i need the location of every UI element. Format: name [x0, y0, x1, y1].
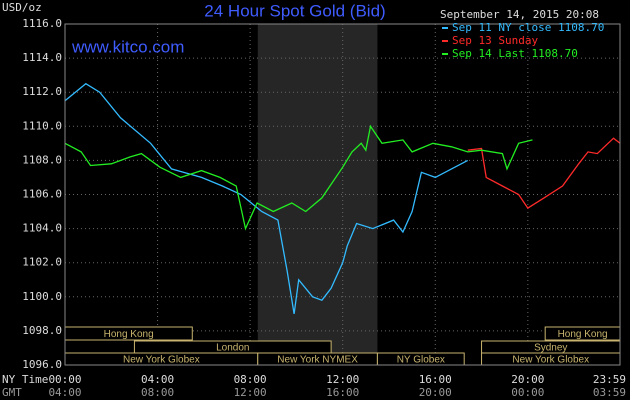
line-layer	[64, 82, 621, 315]
x-tick-label: 16:00	[419, 373, 452, 386]
y-tick-label: 1112.0	[22, 85, 62, 98]
x2-tick-label: 03:59	[593, 386, 626, 399]
chart-title: 24 Hour Spot Gold (Bid)	[204, 1, 385, 20]
y-tick-label: 1102.0	[22, 256, 62, 269]
session-label: New York Globex	[123, 355, 200, 366]
series-line	[467, 137, 621, 209]
session-label: New York Globex	[512, 355, 589, 366]
x-tick-label: 20:00	[511, 373, 544, 386]
y-tick-label: 1106.0	[22, 188, 62, 201]
session-label: London	[216, 343, 249, 354]
y-tick-label: 1098.0	[22, 324, 62, 337]
y-tick-label: 1116.0	[22, 17, 62, 30]
x-axis-label: NY Time	[2, 373, 48, 386]
legend-label: Sep 14 Last 1108.70	[452, 47, 578, 60]
session-label: New York NYMEX	[277, 355, 358, 366]
y-tick-label: 1104.0	[22, 222, 62, 235]
x2-tick-label: 04:00	[48, 386, 81, 399]
x2-tick-label: 20:00	[419, 386, 452, 399]
series-line	[64, 124, 533, 231]
legend-label: Sep 13 Sunday	[452, 34, 538, 47]
x-tick-label: 23:59	[593, 373, 626, 386]
session-label: Hong Kong	[104, 329, 154, 340]
x2-tick-label: 00:00	[511, 386, 544, 399]
session-label: Sydney	[534, 343, 567, 354]
y-tick-label: 1110.0	[22, 119, 62, 132]
x2-axis-label: GMT	[2, 386, 22, 399]
x2-tick-label: 16:00	[326, 386, 359, 399]
x2-tick-label: 12:00	[234, 386, 267, 399]
unit-label: USD/oz	[2, 1, 42, 14]
x-tick-label: 08:00	[234, 373, 267, 386]
x2-tick-label: 08:00	[141, 386, 174, 399]
x-tick-label: 12:00	[326, 373, 359, 386]
y-tick-label: 1108.0	[22, 153, 62, 166]
legend-label: Sep 11 NY close 1108.70	[452, 21, 604, 34]
session-label: NY Globex	[397, 355, 445, 366]
timestamp: September 14, 2015 20:08	[440, 8, 599, 21]
x-tick-label: 00:00	[48, 373, 81, 386]
session-label: Hong Kong	[558, 329, 608, 340]
y-tick-label: 1100.0	[22, 290, 62, 303]
series-line	[64, 82, 469, 315]
site-label: www.kitco.com	[71, 37, 184, 56]
y-tick-label: 1096.0	[22, 358, 62, 371]
y-tick-label: 1114.0	[22, 51, 62, 64]
x-tick-label: 04:00	[141, 373, 174, 386]
plot-frame	[64, 23, 621, 366]
